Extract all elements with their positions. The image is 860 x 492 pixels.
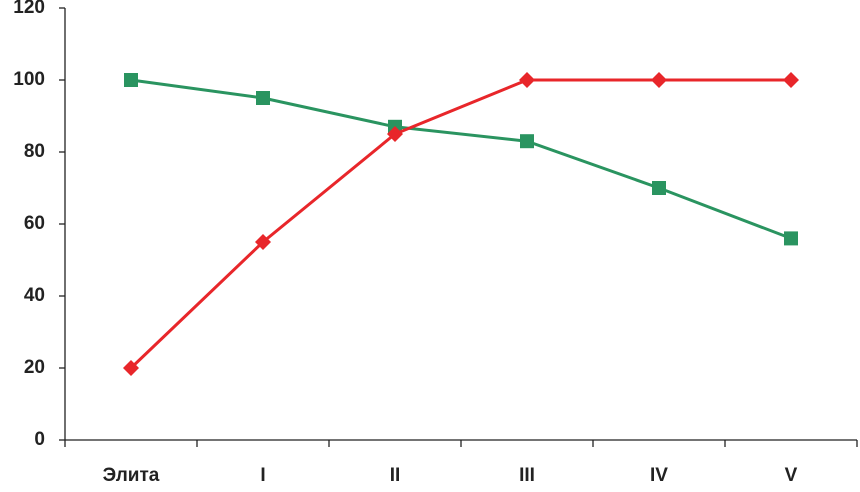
marker [387, 126, 403, 142]
y-tick-label: 20 [24, 357, 45, 378]
x-tick-label: II [390, 465, 401, 486]
marker [784, 231, 798, 246]
marker [520, 134, 534, 149]
y-tick-label: 80 [24, 141, 45, 162]
x-tick-label: V [785, 465, 798, 486]
marker [651, 72, 667, 88]
marker [256, 91, 270, 105]
marker [519, 72, 535, 88]
x-tick-label: IV [650, 465, 668, 486]
y-tick-label: 40 [24, 285, 45, 306]
series-line [130, 78, 792, 240]
marker [123, 360, 139, 376]
x-tick-label: III [519, 465, 535, 486]
y-tick-label: 60 [24, 213, 45, 234]
series-line [129, 78, 791, 370]
x-tick-label: I [260, 465, 265, 486]
marker [255, 234, 271, 250]
y-tick-label: 120 [13, 0, 45, 18]
y-tick-label: 0 [34, 429, 45, 450]
marker [652, 181, 666, 195]
marker [124, 73, 138, 87]
marker [783, 72, 799, 88]
x-tick-label: Элита [103, 465, 160, 486]
y-tick-label: 100 [13, 69, 45, 90]
